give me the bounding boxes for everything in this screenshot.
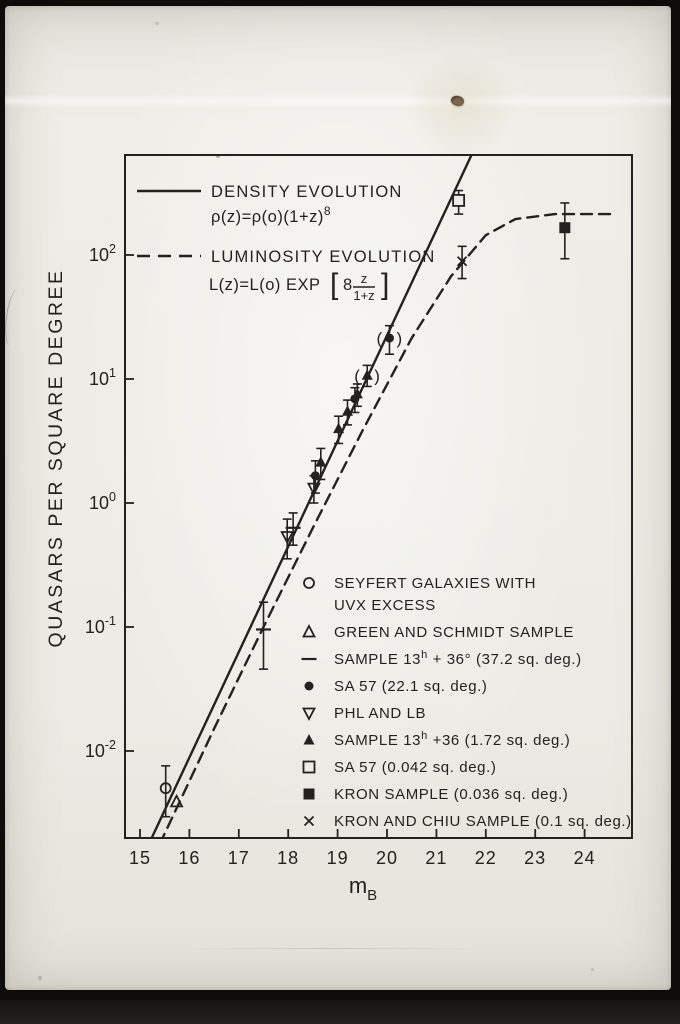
- x-tick-label: 15: [129, 848, 151, 868]
- legend-label: SAMPLE 13h +36 (1.72 sq. deg.): [334, 730, 570, 749]
- formula-bracket-close: ]: [381, 268, 389, 301]
- legend-label: SA 57 (22.1 sq. deg.): [334, 678, 488, 695]
- legend-item-sa57-0042: SA 57 (0.042 sq. deg.): [302, 759, 496, 776]
- x-tick-label: 18: [277, 848, 299, 868]
- y-tick-label: 10-2: [85, 738, 116, 761]
- x-tick-label: 17: [228, 848, 250, 868]
- legend-label: KRON SAMPLE (0.036 sq. deg.): [334, 786, 568, 803]
- circle-filled-marker: [384, 333, 394, 343]
- model-formula: ρ(z)=ρ(o)(1+z)8: [211, 204, 331, 226]
- formula-fraction-denominator: 1+z: [353, 288, 374, 303]
- triangle-filled-marker: [303, 734, 315, 745]
- legend-label: KRON AND CHIU SAMPLE (0.1 sq. deg.): [334, 813, 632, 830]
- x-tick-label: 21: [425, 848, 447, 868]
- formula-fraction-numerator: z: [361, 271, 368, 286]
- formula-bracket-open: [: [330, 268, 339, 301]
- paper-dot: [591, 968, 594, 971]
- square-open-marker: [452, 194, 466, 207]
- legend-label: GREEN AND SCHMIDT SAMPLE: [334, 624, 574, 641]
- series-sample-13h-36-wide: [256, 512, 301, 670]
- paper-scratch: [183, 948, 483, 949]
- circle-open-marker: [303, 577, 315, 589]
- paren-close: ): [396, 329, 402, 348]
- triangle-filled-marker: [351, 387, 363, 399]
- triangle-filled-marker: [341, 405, 353, 416]
- legend-item-green-schmidt: GREEN AND SCHMIDT SAMPLE: [302, 624, 574, 641]
- legend-item-kron-chiu: KRON AND CHIU SAMPLE (0.1 sq. deg.): [303, 813, 632, 830]
- x-tick-label: 23: [524, 848, 546, 868]
- density-evolution-line: [150, 156, 473, 837]
- y-tick-label: 100: [89, 490, 116, 513]
- paren-open: (: [376, 329, 382, 348]
- square-filled-marker: [559, 222, 571, 234]
- series-phl-lb: [280, 474, 321, 560]
- y-axis-label: QUASARS PER SQUARE DEGREE: [45, 269, 67, 648]
- model-legend-label: LUMINOSITY EVOLUTION: [211, 248, 435, 266]
- legend-item-phl-lb: PHL AND LB: [302, 705, 426, 722]
- model-legend-density-evolution: DENSITY EVOLUTION ρ(z)=ρ(o)(1+z)8: [137, 183, 403, 226]
- legend-label: SEYFERT GALAXIES WITH: [334, 575, 536, 592]
- y-tick-label: 101: [89, 366, 116, 389]
- plot-frame: [124, 154, 633, 839]
- model-legend-label: DENSITY EVOLUTION: [211, 183, 403, 201]
- series-kron: [559, 202, 571, 260]
- model-formula: L(z)=L(o) EXP: [209, 276, 321, 294]
- x-tick-label: 24: [574, 848, 596, 868]
- triangle-filled-marker: [315, 456, 327, 467]
- triangle-down-open-marker: [280, 531, 295, 545]
- paper-dot: [155, 22, 159, 25]
- x-tick-label: 19: [327, 848, 349, 868]
- paper-page: [2, 6, 671, 990]
- y-tick-label: 10-1: [85, 614, 116, 637]
- square-open-marker: [302, 760, 316, 774]
- paper-dot: [38, 976, 42, 980]
- legend-label: SA 57 (0.042 sq. deg.): [334, 759, 496, 776]
- series-green-schmidt: [169, 793, 184, 808]
- legend-item-sa57-221: SA 57 (22.1 sq. deg.): [304, 678, 488, 695]
- triangle-open-marker: [302, 624, 316, 638]
- paren-open: (: [354, 366, 360, 385]
- square-filled-marker: [303, 788, 315, 800]
- series-kron-chiu: [456, 245, 468, 280]
- cross-marker: [456, 256, 468, 267]
- legend-item-kron: KRON SAMPLE (0.036 sq. deg.): [303, 786, 568, 803]
- luminosity-evolution-line: [161, 212, 616, 837]
- model-legend-luminosity-evolution: LUMINOSITY EVOLUTION L(z)=L(o) EXP [8 z 1+z]: [137, 248, 435, 303]
- legend-label: PHL AND LB: [334, 705, 426, 722]
- legend-item-seyfert-uvx: SEYFERT GALAXIES WITH UVX EXCESS: [303, 575, 536, 614]
- triangle-down-open-marker: [306, 482, 321, 497]
- series-sample-13h-36-deep: (): [315, 364, 380, 481]
- series-sa57-0042: [452, 189, 466, 215]
- y-tick-label: 102: [89, 242, 116, 265]
- legend-label: UVX EXCESS: [334, 597, 436, 614]
- legend-label: SAMPLE 13h + 36° (37.2 sq. deg.): [334, 649, 582, 668]
- triangle-down-open-marker: [302, 707, 316, 721]
- series-seyfert-uvx: [159, 765, 172, 818]
- photo-border-bottom: [0, 1000, 680, 1024]
- circle-filled-marker: [304, 681, 314, 691]
- paren-close: ): [374, 366, 380, 385]
- formula-coefficient: 8: [343, 276, 352, 294]
- legend-item-sample-13h-36-deep: SAMPLE 13h +36 (1.72 sq. deg.): [303, 730, 570, 749]
- x-axis-label: mB: [349, 873, 377, 904]
- legend-item-sample-13h-36-wide: SAMPLE 13h + 36° (37.2 sq. deg.): [301, 649, 582, 668]
- triangle-filled-marker: [361, 369, 373, 380]
- paper-light-band: [5, 94, 671, 108]
- triangle-open-marker: [169, 793, 184, 808]
- x-tick-label: 22: [475, 848, 497, 868]
- x-tick-label: 16: [178, 848, 200, 868]
- triangle-filled-marker: [333, 422, 345, 434]
- cross-marker: [303, 815, 315, 827]
- circle-open-marker: [159, 782, 172, 795]
- x-tick-label: 20: [376, 848, 398, 868]
